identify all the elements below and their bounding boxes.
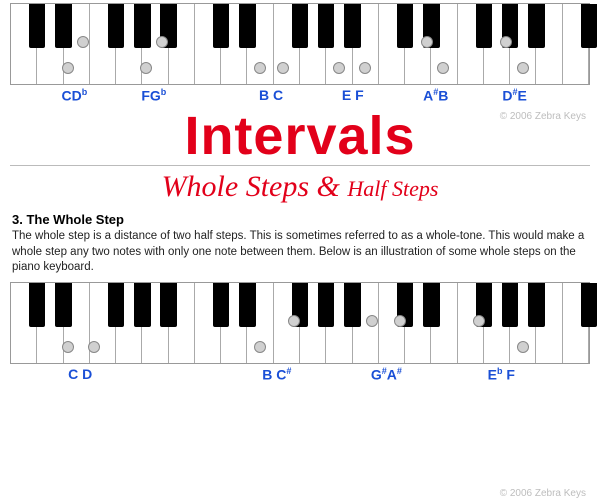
black-key [476,4,492,48]
interval-dot [500,36,512,48]
black-key [239,4,255,48]
interval-dot [62,341,74,353]
interval-dot [517,341,529,353]
interval-dot [156,36,168,48]
black-key [581,4,597,48]
interval-dot [254,341,266,353]
interval-dot [277,62,289,74]
interval-label: C D [68,366,92,382]
interval-dot [437,62,449,74]
interval-dot [517,62,529,74]
black-key [318,283,334,327]
black-key [397,4,413,48]
subtitle: Whole Steps & Half Steps [0,170,600,204]
black-key [134,4,150,48]
interval-label: B C# [262,366,291,383]
interval-dot [473,315,485,327]
section-heading: 3. The Whole Step [12,212,588,227]
interval-dot [254,62,266,74]
interval-dot [62,62,74,74]
interval-dot [421,36,433,48]
black-key [29,4,45,48]
interval-dot [359,62,371,74]
black-key [292,4,308,48]
interval-label: D#E [502,87,526,104]
interval-labels-bottom: C D B C# G#A# Eb F [10,366,590,388]
black-key [344,4,360,48]
interval-labels-top: CDb FGb B C E F A#B D#E [10,87,590,109]
interval-dot [333,62,345,74]
black-key [55,283,71,327]
black-key [213,4,229,48]
interval-dot [88,341,100,353]
black-key [528,4,544,48]
black-key [55,4,71,48]
interval-label: G#A# [371,366,402,383]
black-key [134,283,150,327]
keyboard-bottom-wrap [10,282,590,364]
interval-dot [140,62,152,74]
interval-label: B C [259,87,283,103]
interval-label: FGb [141,87,166,104]
interval-label: A#B [423,87,448,104]
interval-dot [366,315,378,327]
keyboard-top-wrap [10,3,590,85]
subtitle-half: Half Steps [347,176,438,201]
black-key [239,283,255,327]
interval-dot [288,315,300,327]
copyright-top: © 2006 Zebra Keys [500,111,586,122]
black-key [160,283,176,327]
subtitle-whole: Whole Steps [162,170,309,203]
subtitle-amp: & [317,170,340,203]
interval-label: Eb F [488,366,515,383]
keyboard-bottom [11,283,589,363]
black-key [213,283,229,327]
black-key [318,4,334,48]
black-key [502,283,518,327]
black-key [29,283,45,327]
black-key [344,283,360,327]
interval-dot [77,36,89,48]
black-key [108,283,124,327]
keyboard-top [11,4,589,84]
black-key [581,283,597,327]
black-key [423,283,439,327]
interval-dot [394,315,406,327]
interval-label: CDb [62,87,88,104]
black-key [528,283,544,327]
section-body: The whole step is a distance of two half… [12,229,588,276]
black-key [108,4,124,48]
interval-label: E F [342,87,364,103]
copyright-bottom: © 2006 Zebra Keys [500,488,586,499]
